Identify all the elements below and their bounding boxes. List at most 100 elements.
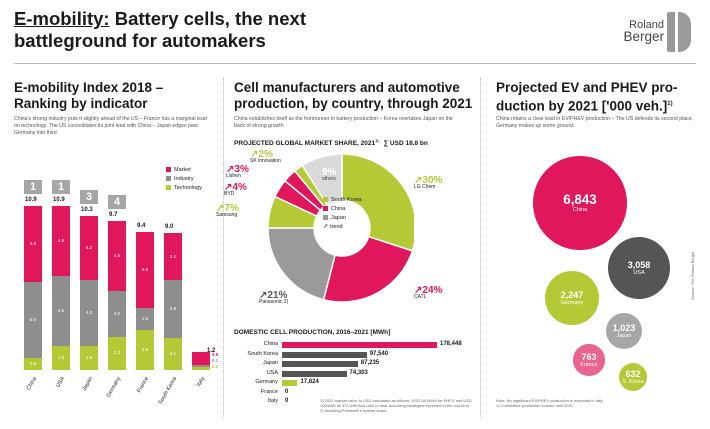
pie-legend: South Korea China Japan ↗ trend [323,196,368,232]
pie-legend-trend: ↗ trend [323,224,343,230]
category-label: Italy [195,376,207,388]
footnote: 1) Cumulative production volume until 20… [496,403,573,408]
bar-segment-industry [24,281,42,358]
bar-total-label: 10.9 [53,196,65,203]
hbar-category-label: Japan [263,360,278,366]
legend-swatch [323,206,328,212]
stacked-bar [136,231,154,370]
pie-slice-label: ↗21% Panasonic 2) [259,290,309,306]
bubble-usa: 3,058 USA [607,236,671,300]
section3-footnotes: Note: No significant EV/PHEV production … [496,398,696,408]
pie-slice-name: Samsung [216,212,238,218]
segment-value-label: 3.8 [169,306,177,312]
category-label: China [25,376,39,392]
pie-slice-lg-chem [341,153,414,252]
pie-legend-japan: Japan [323,214,368,223]
segment-value-label: 5.0 [29,240,37,246]
footnote: 2) Including Primearth's market share [320,408,387,413]
section2-title-line1: Cell manufacturers and automotive [234,80,460,95]
bar-segment-industry [108,290,126,337]
section1-legend: Market Industry Technology [166,166,202,193]
pie-slice-percent: ↗4% [224,182,247,193]
bar-segment-technology [192,366,210,370]
hbar-row: China 178,448 [234,341,474,350]
pie-legend-korea: South Korea [323,196,368,205]
hbar-row: France 0 [234,389,474,398]
category-label: Germany [105,376,123,399]
segment-value-label: 5.0 [141,266,149,272]
bubble-country: China [572,207,588,214]
bar-segment-industry [52,275,70,346]
bar-segment-market [108,221,126,291]
segment-value-label: 4.6 [57,307,65,313]
legend-item-industry: Industry [166,175,202,184]
pie-slice-label: ↗4% BYD [224,182,274,198]
rank-badge: 3 [80,190,98,205]
logo-line1: Roland [629,19,664,31]
segment-value-label: 5.0 [29,316,37,322]
segment-value-label: 2.2 [113,350,121,356]
hbar-category-label: France [260,388,278,395]
segment-value-label: 1.5 [141,316,149,322]
pie-slice-label: ↗30% LG Chem [414,176,464,191]
hbar-row: Japan 87,235 [234,360,474,369]
rank-badge: 1 [24,179,42,194]
legend-swatch [323,215,328,221]
pie-slice-percent: ↗21% [259,290,288,301]
bar-segment-technology [80,345,98,370]
domestic-production-bar-chart: China 178,448 South Korea 97,540 Japan 87,235… [234,341,474,411]
segment-value-label: 4.3 [85,310,93,315]
pie-slice-label: ↗7% Samsung [216,204,266,219]
segment-value-label: 4.6 [113,253,121,258]
section2-title-line2: production, by country, through 2021 [234,96,473,111]
main-title-line2: battleground for automakers [14,30,266,51]
hbar-value-label: 17,824 [300,379,319,385]
segment-value-label: 2.6 [141,347,149,353]
segment-value-label: 1.6 [85,354,93,360]
section2-desc: China establishes itself as the frontrun… [234,116,453,129]
hbar-category-label: Germany [255,379,278,385]
logo-b-icon [667,12,691,52]
column-divider [223,78,224,418]
category-label: South Korea [157,376,179,406]
bubble-value: 632 [625,368,641,379]
bubble-france: 763 France [573,344,605,376]
pie-slice-percent: 9% [322,167,337,178]
pie-legend-china: China [323,205,368,214]
bar-segment-market [136,231,154,308]
legend-swatch [166,167,171,173]
pie-slice-others [301,153,343,206]
pie-slice-name: CATL [414,294,427,300]
bubble-country: USA [633,269,645,276]
bar-segment-industry [80,280,98,346]
bar-segment-market [80,216,98,281]
index-stacked-bar-chart: 0.8 5.0 5.0 10.9 China 1.6 4.6 4.5 10.9 USA 1.6 4.3… [14,160,218,420]
hbar-category-label: South Korea [247,350,278,357]
pie-slice-name: SK innovation [250,158,281,164]
main-title-rest: Battery cells, the next [109,8,306,29]
stacked-bar [192,351,210,370]
hbar-bar [282,342,437,348]
section1-title-line1: E-mobility Index 2018 – [14,80,164,95]
bubble-value: 763 [581,351,597,362]
logo-text: Roland Berger [612,19,664,44]
bubble-country: Germany [560,299,584,306]
segment-value-label: 3.0 [113,310,121,316]
pie-slice-percent: ↗2% [250,149,273,160]
bubble-china: 6,843 China [533,156,627,250]
hbar-value-label: 0 [285,388,289,395]
bar-total-label: 10.9 [25,196,37,203]
hbar-category-label: China [263,341,278,347]
section1-title: E-mobility Index 2018 – Ranking by indic… [14,80,214,112]
hbar-value-label: 0 [285,398,289,404]
section2-footnotes: 1) 2021 market value in USD calculated a… [320,398,475,413]
bar-segment-technology [24,357,42,370]
hbar-bar [282,351,367,358]
section3-title-line2: duction by 2021 ['000 veh.]1) [496,98,673,114]
pie-slice-name: Panasonic 2) [259,299,289,305]
hbar-value-label: 74,303 [349,369,368,376]
bar-segment-industry [136,307,154,331]
bar-segment-market [52,205,70,276]
logo-line2: Berger [623,29,664,44]
bar-heading: DOMESTIC CELL PRODUCTION, 2016–2021 [MWh… [234,329,391,336]
